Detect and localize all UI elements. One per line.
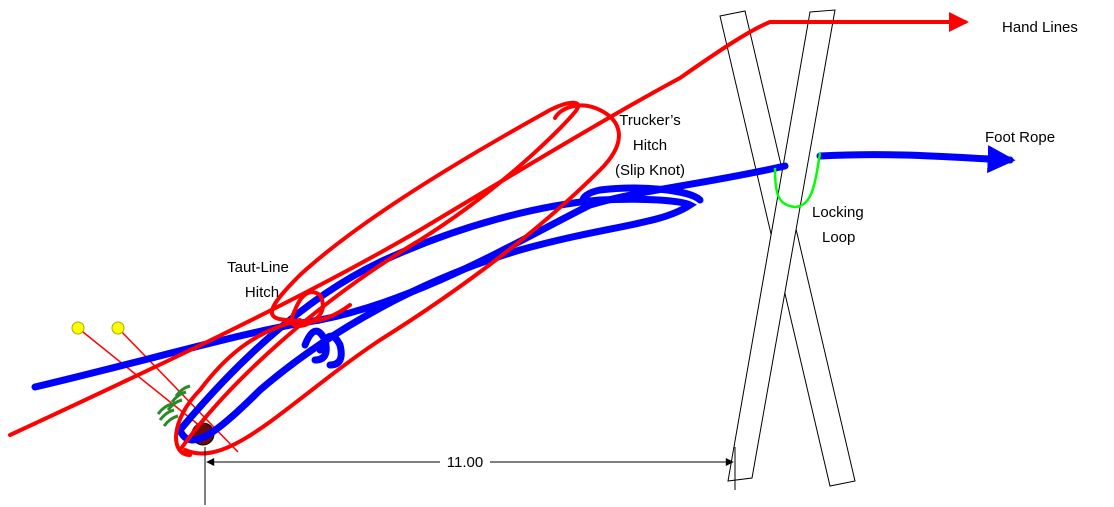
label: Taut-Line [227,259,289,276]
dimension-bg [440,452,490,472]
post [727,9,836,482]
label: Foot Rope [985,129,1055,146]
label: Hand Lines [1002,19,1078,36]
foot-rope [31,145,1016,444]
label: Loop [822,229,855,246]
locking-loop [773,152,822,209]
stakes [71,321,239,453]
hand-lines [8,12,969,457]
label: Locking [812,204,864,221]
label: (Slip Knot) [615,162,685,179]
label: Trucker’s [619,112,680,129]
dimension-label: 11.00 [447,454,483,471]
label: Hitch [245,284,279,301]
label: Hitch [633,137,667,154]
